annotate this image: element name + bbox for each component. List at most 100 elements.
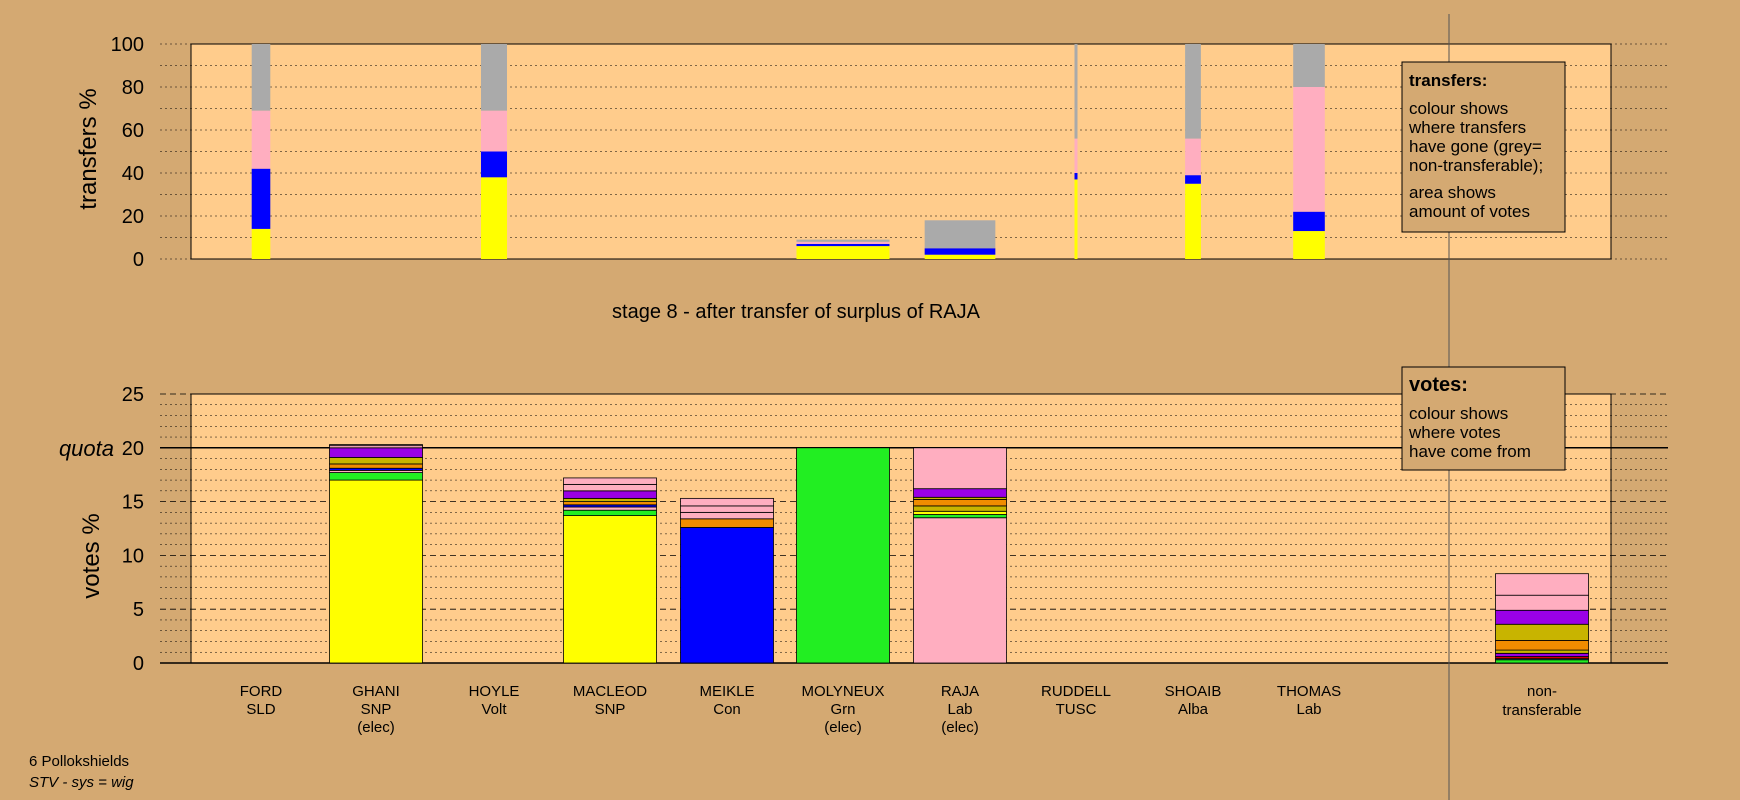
transfer-bar-segment [924, 254, 996, 259]
transfer-bar-segment [796, 239, 890, 242]
nontransferable-label: non- transferable [1502, 683, 1581, 719]
candidate-party: Volt [481, 701, 507, 718]
candidate-name: RUDDELL [1041, 683, 1111, 700]
candidate-party: TUSC [1056, 701, 1097, 718]
transfer-bar-segment [1293, 231, 1325, 259]
votes-bars [329, 444, 1589, 664]
votes-ticks: 0 5 10 15 20 25 [122, 384, 144, 675]
votes-tick-label: 5 [133, 599, 144, 621]
candidate-party: SNP [595, 701, 626, 718]
transfers-ticks: 0 20 40 60 80 100 [111, 34, 144, 271]
vote-bar-segment [563, 509, 657, 516]
transfers-tick-label: 80 [122, 77, 144, 99]
votes-tick-label: 10 [122, 545, 144, 567]
transfers-tick-label: 20 [122, 206, 144, 228]
vote-bar-segment [913, 499, 1007, 507]
vote-bar-segment [913, 514, 1007, 519]
vote-bar-segment [680, 505, 774, 513]
transfer-bar-segment [480, 110, 508, 152]
candidate-name: HOYLE [469, 683, 520, 700]
vote-bar-segment [913, 447, 1007, 490]
transfer-bar-segment [1074, 44, 1078, 139]
vote-bar-segment [680, 511, 774, 520]
vote-bar-segment [563, 477, 657, 485]
transfer-bar-segment [1293, 87, 1325, 212]
transfer-bar-segment [796, 241, 890, 244]
transfers-legend-line: colour shows [1409, 99, 1508, 118]
candidate-status: (elec) [824, 719, 862, 736]
candidate-name: MOLYNEUX [801, 683, 884, 700]
candidate-party: Alba [1178, 701, 1209, 718]
candidate-name: SHOAIB [1165, 683, 1222, 700]
transfers-legend: transfers: colour shows where transfers … [1401, 61, 1566, 233]
transfers-tick-label: 100 [111, 34, 144, 56]
candidate-name: GHANI [352, 683, 400, 700]
transfer-bar-segment [480, 44, 508, 111]
candidate-party: Grn [830, 701, 855, 718]
candidate-status: (elec) [941, 719, 979, 736]
ward-name: 6 Pollokshields [29, 753, 129, 770]
transfer-bar-segment [796, 243, 890, 247]
transfer-bar-segment [251, 110, 271, 169]
votes-panel: 0 5 10 15 20 25 votes % quota [59, 384, 1668, 675]
candidate-name: THOMAS [1277, 683, 1341, 700]
votes-legend-title: votes: [1409, 374, 1468, 396]
transfer-bar-segment [1185, 138, 1201, 176]
stv-system: STV - sys = wig [29, 774, 134, 791]
transfers-tick-label: 60 [122, 120, 144, 142]
transfers-legend-line: have gone (grey= [1409, 137, 1542, 156]
stage-title: stage 8 - after transfer of surplus of R… [612, 301, 981, 323]
transfer-bar-segment [1293, 211, 1325, 232]
transfer-bar-segment [1293, 44, 1325, 87]
transfer-bar-segment [480, 177, 508, 259]
candidate-name: RAJA [941, 683, 979, 700]
vote-bar-segment [1495, 573, 1589, 596]
candidate-party: Lab [1296, 701, 1321, 718]
vote-bar-segment [796, 447, 890, 664]
candidate-name: FORD [240, 683, 283, 700]
vote-bar-segment [680, 518, 774, 528]
vote-bar-segment [329, 479, 423, 664]
votes-legend-line: where votes [1408, 423, 1501, 442]
transfer-bar-segment [251, 228, 271, 259]
candidate-party: Con [713, 701, 741, 718]
candidate-name: MACLEOD [573, 683, 647, 700]
transfer-bar-segment [1185, 44, 1201, 139]
votes-legend-box [1401, 366, 1566, 471]
transfers-y-axis-label: transfers % [75, 88, 102, 209]
votes-tick-label: 0 [133, 653, 144, 675]
vote-bar-segment [563, 501, 657, 506]
vote-bar-segment [1495, 640, 1589, 651]
votes-plot-area [190, 393, 1612, 664]
transfers-legend-box [1401, 61, 1566, 233]
nontransferable-label-line1: non- [1527, 683, 1557, 700]
transfers-legend-line: non-transferable); [1409, 156, 1543, 175]
transfers-tick-label: 0 [133, 249, 144, 271]
transfer-bar-segment [924, 248, 996, 255]
transfer-bar-segment [796, 246, 890, 259]
votes-tick-label: 25 [122, 384, 144, 406]
vote-bar-segment [563, 483, 657, 492]
transfers-legend-line: amount of votes [1409, 202, 1530, 221]
vote-bar-segment [329, 457, 423, 465]
vote-bar-segment [1495, 659, 1589, 664]
vote-bar-segment [329, 463, 423, 469]
vote-bar-segment [563, 490, 657, 499]
candidate-party: Lab [947, 701, 972, 718]
transfer-bar-segment [251, 44, 271, 111]
vote-bar-segment [1495, 594, 1589, 611]
transfer-bar-segment [1074, 138, 1078, 173]
transfers-legend-line: area shows [1409, 183, 1496, 202]
vote-bar-segment [1495, 652, 1589, 657]
transfers-legend-title: transfers: [1409, 71, 1487, 90]
vote-bar-segment [913, 505, 1007, 512]
